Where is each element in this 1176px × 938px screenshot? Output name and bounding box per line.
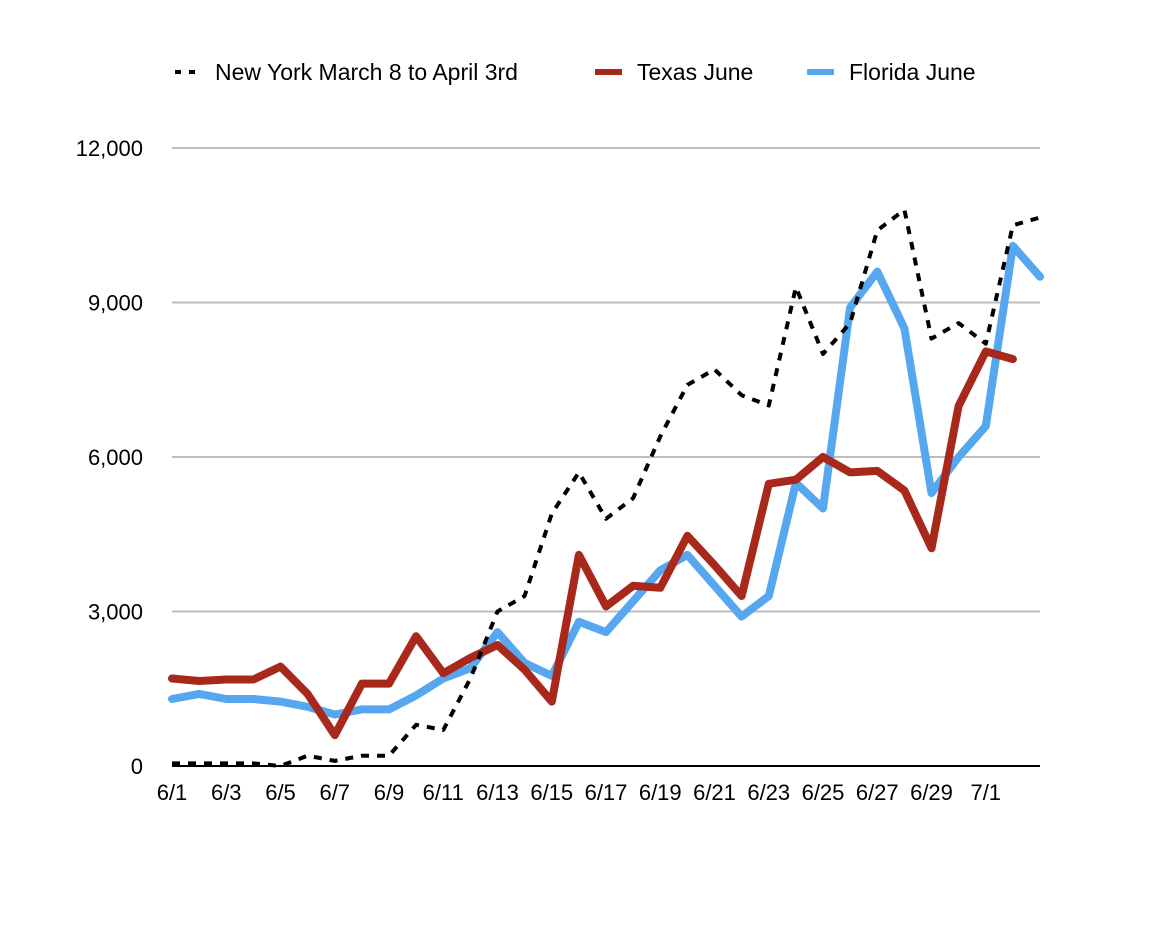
y-tick-label: 6,000 <box>88 445 143 470</box>
x-tick-label: 6/23 <box>747 780 790 805</box>
legend-label-new-york: New York March 8 to April 3rd <box>215 59 518 85</box>
x-tick-label: 6/1 <box>157 780 188 805</box>
series-line-texas <box>168 347 1017 740</box>
x-tick-label: 6/29 <box>910 780 953 805</box>
y-tick-label: 12,000 <box>76 136 143 161</box>
legend-label-texas: Texas June <box>637 59 753 85</box>
y-tick-label: 9,000 <box>88 291 143 316</box>
legend: New York March 8 to April 3rd Texas June F… <box>175 59 976 85</box>
series-lines <box>168 207 1044 768</box>
x-tick-label: 6/11 <box>423 780 464 805</box>
gridlines <box>172 147 1040 613</box>
x-tick-label: 7/1 <box>970 780 1001 805</box>
x-tick-label: 6/17 <box>585 780 628 805</box>
legend-label-florida: Florida June <box>849 59 976 85</box>
x-tick-label: 6/21 <box>693 780 736 805</box>
x-tick-label: 6/19 <box>639 780 682 805</box>
x-tick-label: 6/7 <box>319 780 350 805</box>
y-axis-tick-labels: 0 3,000 6,000 9,000 12,000 <box>76 136 143 779</box>
series-line-new-york <box>172 207 1041 768</box>
x-axis-tick-labels: 6/1 6/3 6/5 6/7 6/9 6/11 6/13 6/15 6/17 6/19 6/21 6… <box>157 780 1001 805</box>
x-tick-label: 6/5 <box>265 780 296 805</box>
x-tick-label: 6/25 <box>802 780 845 805</box>
x-tick-label: 6/27 <box>856 780 899 805</box>
x-tick-label: 6/3 <box>211 780 242 805</box>
series-line-florida <box>168 241 1044 719</box>
x-tick-label: 6/15 <box>530 780 573 805</box>
x-tick-label: 6/13 <box>476 780 519 805</box>
y-tick-label: 3,000 <box>88 600 143 625</box>
x-tick-label: 6/9 <box>374 780 405 805</box>
y-tick-label: 0 <box>131 754 143 779</box>
